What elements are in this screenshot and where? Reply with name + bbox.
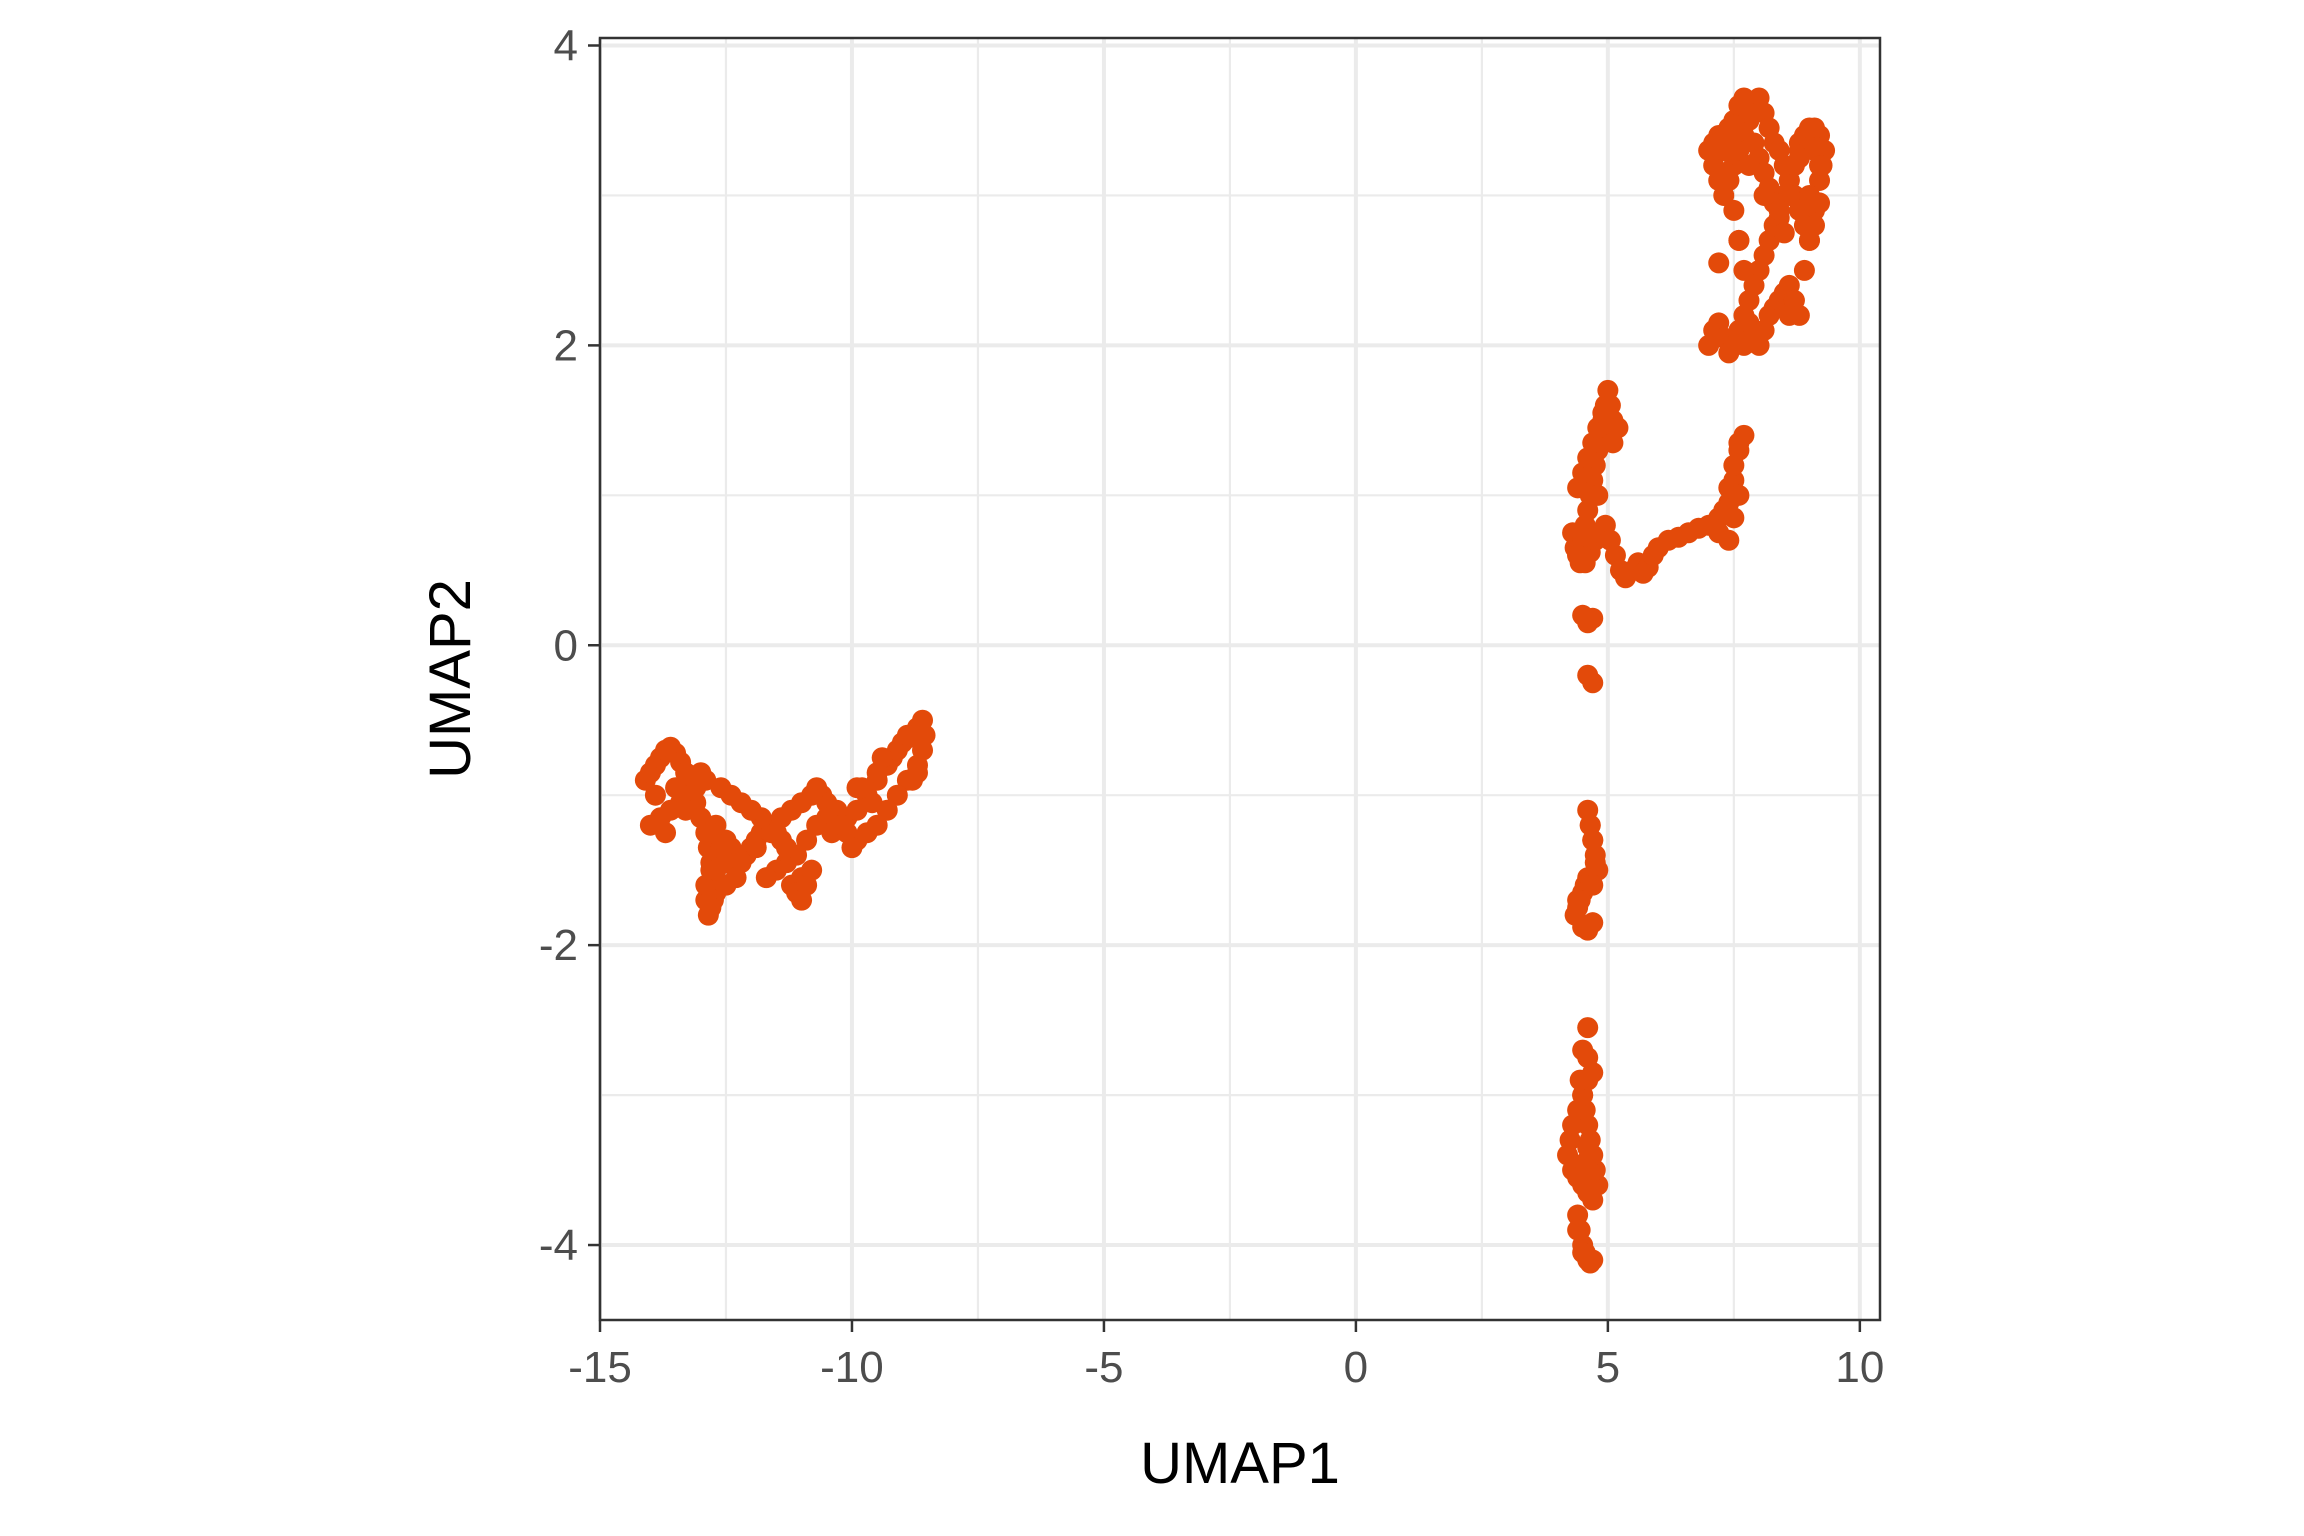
scatter-point [806,777,828,799]
scatter-point [1584,852,1606,874]
scatter-point [1579,1249,1601,1271]
scatter-point [1728,229,1750,251]
scatter-point [1582,874,1604,896]
y-tick-label: -4 [539,1221,578,1270]
x-tick-label: 0 [1344,1343,1368,1392]
scatter-point [1788,147,1810,169]
scatter-point [675,799,697,821]
scatter-point [644,784,666,806]
y-tick-label: 4 [554,21,578,70]
scatter-point [1572,916,1594,938]
x-axis-title: UMAP1 [1140,1431,1340,1496]
scatter-point [1738,289,1760,311]
scatter-point [690,762,712,784]
scatter-point [1708,252,1730,274]
x-axis: -15 -10 -5 0 5 10 [568,1320,1884,1392]
scatter-point [1803,214,1825,236]
scatter-point [1723,199,1745,221]
scatter-point [755,867,777,889]
scatter-point [1793,259,1815,281]
scatter-point [831,814,853,836]
scatter-point [1738,102,1760,124]
scatter-point [725,867,747,889]
scatter-point [1567,1219,1589,1241]
scatter-point [1743,319,1765,341]
scatter-point [796,829,818,851]
scatter-point [1715,162,1737,184]
scatter-point [1577,1017,1599,1039]
y-tick-label: 0 [554,621,578,670]
scatter-point [1723,454,1745,476]
y-tick-label: 2 [554,321,578,370]
scatter-point [1723,507,1745,529]
y-tick-label: -2 [539,921,578,970]
scatter-point [801,859,823,881]
scatter-point [1738,154,1760,176]
scatter-point [715,852,737,874]
x-tick-label: 5 [1596,1343,1620,1392]
y-axis-title: UMAP2 [418,579,483,779]
scatter-point [665,777,687,799]
scatter-point [1728,484,1750,506]
scatter-point [906,762,928,784]
scatter-point [1579,814,1601,836]
x-tick-label: -10 [820,1343,884,1392]
scatter-point [1572,526,1594,548]
scatter-point [871,747,893,769]
plot-panel [600,38,1880,1320]
scatter-point [896,724,918,746]
scatter-point [1733,334,1755,356]
scatter-point [1587,484,1609,506]
scatter-point [745,837,767,859]
scatter-point [1778,304,1800,326]
scatter-point [1773,222,1795,244]
scatter-point [1577,1137,1599,1159]
scatter-point [841,837,863,859]
scatter-point [1567,889,1589,911]
x-tick-label: 10 [1835,1343,1884,1392]
scatter-point [1733,424,1755,446]
scatter-point [1778,184,1800,206]
scatter-point [1718,529,1740,551]
x-tick-label: -5 [1084,1343,1123,1392]
scatter-point [851,777,873,799]
scatter-point [1809,192,1831,214]
grid-lines [598,38,1880,1320]
scatter-point [700,822,722,844]
scatter-point [765,822,787,844]
scatter-point [1725,139,1747,161]
scatter-point [861,792,883,814]
scatter-point [1567,544,1589,566]
scatter-point [1582,607,1604,629]
scatter-point [1733,259,1755,281]
data-points [634,87,1836,1274]
scatter-point [695,889,717,911]
scatter-point [1607,417,1629,439]
scatter-point [1811,154,1833,176]
y-axis: -4 -2 0 2 4 [539,21,600,1270]
scatter-point [886,784,908,806]
x-tick-label: -15 [568,1343,632,1392]
scatter-point [1577,664,1599,686]
plot-panel-border [598,36,1882,1322]
scatter-point [1753,184,1775,206]
scatter-point [655,822,677,844]
scatter-point [1569,1069,1591,1091]
scatter-point [1768,199,1790,221]
scatter-point [1798,117,1820,139]
